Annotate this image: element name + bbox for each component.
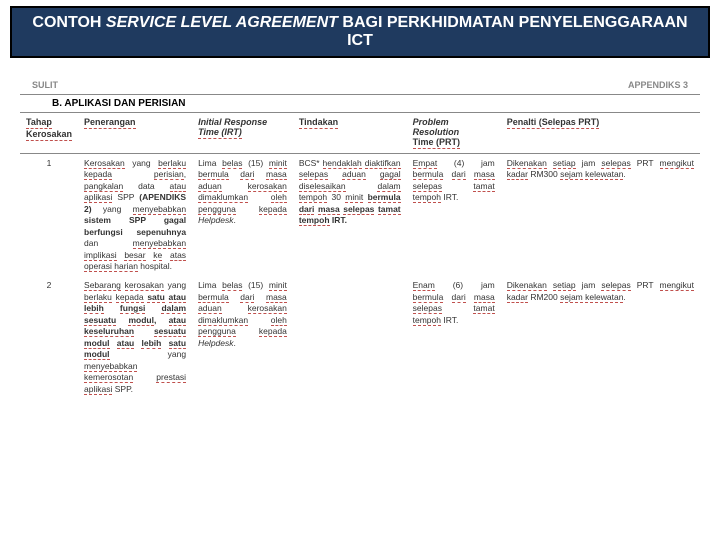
col-pen-label: Penerangan	[84, 117, 136, 129]
cell-tahap: 1	[20, 153, 78, 276]
col-tahap-l1: Tahap	[26, 117, 52, 129]
col-prt-l1: Problem	[413, 117, 449, 127]
table-row: 2 Sebarang kerosakan yang berlaku kepada…	[20, 276, 700, 399]
cell-penalti: Dikenakan setiap jam selepas PRT mengiku…	[501, 276, 700, 399]
doc-classification: SULIT	[32, 80, 58, 90]
col-prt: Problem Resolution Time (PRT)	[407, 113, 501, 153]
col-tahap-l2: Kerosakan	[26, 129, 72, 141]
title-suffix: BAGI PERKHIDMATAN PENYELENGGARAAN ICT	[338, 14, 688, 49]
cell-tindakan	[293, 276, 407, 399]
doc-appendix: APPENDIKS 3	[628, 80, 688, 90]
page-title-bar: CONTOH SERVICE LEVEL AGREEMENT BAGI PERK…	[10, 6, 710, 58]
col-irt: Initial Response Time (IRT)	[192, 113, 293, 153]
col-tindakan: Tindakan	[293, 113, 407, 153]
col-tind-label: Tindakan	[299, 117, 338, 129]
cell-prt: Empat (4) jam bermula dari masa selepas …	[407, 153, 501, 276]
section-title: B. APLIKASI DAN PERISIAN	[20, 94, 700, 113]
doc-header: SULIT APPENDIKS 3	[0, 62, 720, 94]
cell-prt: Enam (6) jam bermula dari masa selepas t…	[407, 276, 501, 399]
col-tahap: Tahap Kerosakan	[20, 113, 78, 153]
col-prt-l3: Time (PRT)	[413, 137, 460, 149]
title-prefix: CONTOH	[32, 14, 105, 31]
col-irt-l2: Time (IRT)	[198, 127, 242, 139]
cell-tahap: 2	[20, 276, 78, 399]
cell-penerangan: Sebarang kerosakan yang berlaku kepada s…	[78, 276, 192, 399]
col-prt-l2: Resolution	[413, 127, 460, 137]
table-header-row: Tahap Kerosakan Penerangan Initial Respo…	[20, 113, 700, 153]
col-penalti: Penalti (Selepas PRT)	[501, 113, 700, 153]
cell-tindakan: BCS* hendaklah diaktifkan selepas aduan …	[293, 153, 407, 276]
cell-penalti: Dikenakan setiap jam selepas PRT mengiku…	[501, 153, 700, 276]
cell-penerangan: Kerosakan yang berlaku kepada perisian, …	[78, 153, 192, 276]
cell-irt: Lima belas (15) minit bermula dari masa …	[192, 276, 293, 399]
sla-table: Tahap Kerosakan Penerangan Initial Respo…	[20, 113, 700, 399]
cell-irt: Lima belas (15) minit bermula dari masa …	[192, 153, 293, 276]
table-row: 1 Kerosakan yang berlaku kepada perisian…	[20, 153, 700, 276]
col-penerangan: Penerangan	[78, 113, 192, 153]
col-irt-l1: Initial Response	[198, 117, 267, 127]
title-italic: SERVICE LEVEL AGREEMENT	[106, 14, 338, 31]
col-penalti-label: Penalti (Selepas PRT)	[507, 117, 600, 129]
